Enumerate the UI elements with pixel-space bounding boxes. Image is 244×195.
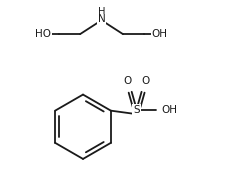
Text: OH: OH bbox=[152, 29, 168, 39]
Text: H: H bbox=[98, 7, 105, 17]
Text: OH: OH bbox=[161, 105, 177, 115]
Text: S: S bbox=[133, 105, 140, 115]
Text: N: N bbox=[98, 14, 105, 25]
Text: HO: HO bbox=[35, 29, 51, 39]
Text: O: O bbox=[124, 76, 132, 86]
Text: O: O bbox=[141, 76, 150, 86]
